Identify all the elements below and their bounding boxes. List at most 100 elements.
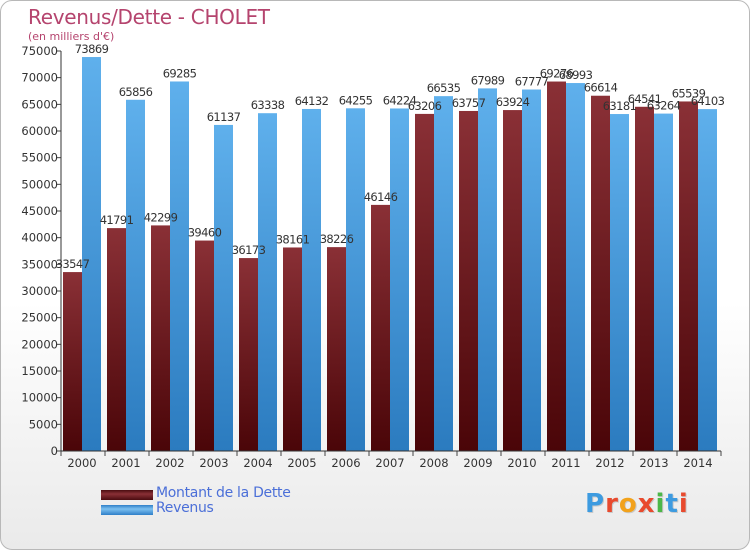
y-tick-label: 45000 bbox=[21, 204, 58, 218]
revenus-value-label: 68993 bbox=[559, 68, 593, 82]
y-tick-label: 10000 bbox=[21, 391, 58, 405]
revenus-bar bbox=[390, 108, 409, 452]
revenus-bar bbox=[258, 113, 277, 452]
x-tick-label: 2005 bbox=[287, 456, 316, 470]
revenus-value-label: 67989 bbox=[471, 73, 505, 87]
revenus-value-label: 64255 bbox=[339, 93, 373, 107]
revenus-bar bbox=[346, 108, 365, 451]
dette-value-label: 63757 bbox=[452, 96, 486, 110]
y-tick-label: 15000 bbox=[21, 364, 58, 378]
revenus-value-label: 66535 bbox=[427, 81, 461, 95]
x-tick-label: 2009 bbox=[463, 456, 492, 470]
y-tick-label: 30000 bbox=[21, 284, 58, 298]
x-tick-label: 2000 bbox=[67, 456, 96, 470]
revenus-value-label: 61137 bbox=[207, 110, 241, 124]
legend-label-revenus: Revenus bbox=[156, 500, 214, 516]
chart-title: Revenus/Dette - CHOLET bbox=[28, 5, 270, 29]
x-tick-label: 2007 bbox=[375, 456, 404, 470]
dette-value-label: 63206 bbox=[408, 99, 442, 113]
dette-bar bbox=[239, 258, 258, 451]
revenus-bar bbox=[566, 83, 585, 452]
logo-letter: t bbox=[665, 489, 679, 519]
y-tick-label: 40000 bbox=[21, 231, 58, 245]
dette-bar bbox=[415, 113, 434, 451]
logo-letter: i bbox=[655, 489, 666, 519]
revenus-value-label: 63338 bbox=[251, 98, 285, 112]
revenus-bar bbox=[170, 81, 189, 451]
revenus-bar bbox=[214, 124, 233, 451]
revenus-value-label: 67777 bbox=[515, 75, 549, 89]
y-tick-label: 50000 bbox=[21, 177, 58, 191]
y-tick-label: 65000 bbox=[21, 97, 58, 111]
dette-value-label: 41791 bbox=[100, 213, 134, 227]
dette-bar bbox=[371, 204, 390, 451]
y-tick-label: 75000 bbox=[21, 44, 58, 58]
revenus-bar bbox=[654, 113, 673, 451]
legend-swatch-revenus bbox=[101, 505, 153, 515]
x-tick-label: 2006 bbox=[331, 456, 360, 470]
logo-letter: P bbox=[585, 489, 606, 519]
dette-bar bbox=[283, 247, 302, 451]
revenus-bar bbox=[82, 57, 101, 451]
dette-value-label: 38226 bbox=[320, 232, 354, 246]
dette-bar bbox=[327, 247, 346, 451]
dette-value-label: 36173 bbox=[232, 243, 266, 257]
revenus-value-label: 73869 bbox=[75, 42, 109, 56]
dette-value-label: 33547 bbox=[56, 257, 90, 271]
dette-value-label: 46146 bbox=[364, 190, 398, 204]
dette-value-label: 65539 bbox=[672, 86, 706, 100]
revenus-value-label: 63264 bbox=[647, 99, 681, 113]
y-tick-label: 60000 bbox=[21, 124, 58, 138]
x-tick-label: 2003 bbox=[199, 456, 228, 470]
dette-value-label: 66614 bbox=[584, 81, 618, 95]
dette-value-label: 64541 bbox=[628, 92, 662, 106]
dette-bar bbox=[679, 101, 698, 451]
revenus-bar bbox=[698, 109, 717, 451]
y-tick-label: 0 bbox=[51, 444, 58, 458]
y-tick-label: 35000 bbox=[21, 257, 58, 271]
dette-bar bbox=[195, 240, 214, 451]
x-tick-label: 2004 bbox=[243, 456, 272, 470]
proxiti-logo: Proxiti bbox=[585, 489, 689, 519]
y-tick-label: 25000 bbox=[21, 311, 58, 325]
x-tick-label: 2014 bbox=[683, 456, 712, 470]
dette-bar bbox=[503, 110, 522, 452]
logo-letter: i bbox=[678, 489, 689, 519]
dette-value-label: 63924 bbox=[496, 95, 530, 109]
revenus-value-label: 64103 bbox=[691, 94, 725, 108]
logo-letter: r bbox=[605, 489, 619, 519]
legend-label-dette: Montant de la Dette bbox=[156, 485, 291, 501]
revenus-bar bbox=[522, 89, 541, 451]
dette-bar bbox=[635, 106, 654, 451]
revenus-value-label: 65856 bbox=[119, 85, 153, 99]
dette-bar bbox=[547, 81, 566, 451]
dette-bar bbox=[151, 225, 170, 451]
x-tick-label: 2008 bbox=[419, 456, 448, 470]
y-tick-label: 70000 bbox=[21, 71, 58, 85]
x-tick-label: 2002 bbox=[155, 456, 184, 470]
revenus-value-label: 63181 bbox=[603, 99, 637, 113]
revenus-bar bbox=[126, 99, 145, 451]
logo-letter: x bbox=[637, 489, 656, 519]
dette-value-label: 69276 bbox=[540, 67, 574, 81]
revenus-bar bbox=[434, 96, 453, 451]
logo-letter: o bbox=[618, 489, 638, 519]
dette-value-label: 38161 bbox=[276, 232, 310, 246]
x-tick-label: 2001 bbox=[111, 456, 140, 470]
revenus-value-label: 69285 bbox=[163, 66, 197, 80]
legend-swatch-dette bbox=[101, 490, 153, 500]
chart-subtitle: (en milliers d'€) bbox=[28, 30, 115, 43]
dette-bar bbox=[591, 95, 610, 451]
dette-bar bbox=[63, 272, 82, 451]
revenus-bar bbox=[478, 88, 497, 451]
dette-bar bbox=[107, 228, 126, 451]
dette-bar bbox=[459, 110, 478, 451]
revenus-value-label: 64132 bbox=[295, 94, 329, 108]
dette-value-label: 42299 bbox=[144, 210, 178, 224]
x-tick-label: 2010 bbox=[507, 456, 536, 470]
revenus-bar bbox=[610, 114, 629, 451]
x-tick-label: 2012 bbox=[595, 456, 624, 470]
dette-value-label: 39460 bbox=[188, 226, 222, 240]
